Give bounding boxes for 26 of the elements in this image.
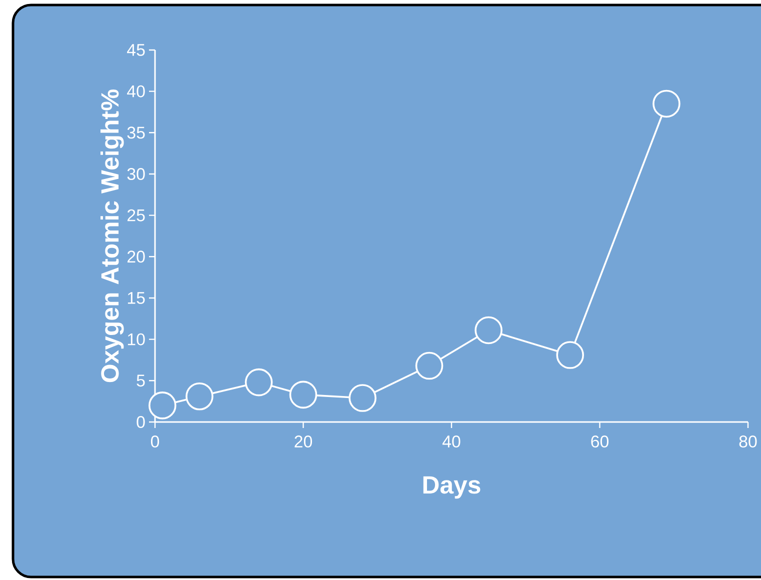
x-tick-label: 60 [591, 436, 609, 448]
x-axis-title: Days [423, 476, 480, 499]
y-tick-label: 35 [127, 126, 145, 139]
x-tick-label: 40 [442, 436, 460, 448]
y-tick-label: 20 [128, 250, 145, 263]
y-tick-label: 10 [128, 333, 145, 346]
point [474, 316, 502, 344]
point [244, 368, 273, 396]
y-axis-title: Oxygen Atomic Weight% [100, 89, 124, 382]
y-tick-label: 40 [127, 85, 145, 98]
point [348, 384, 376, 412]
y-tick-label: 30 [127, 168, 145, 180]
point [186, 382, 214, 410]
x-tick-label: 0 [150, 436, 160, 448]
point [652, 90, 680, 118]
y-tick-label: 45 [127, 44, 145, 56]
point [148, 392, 176, 420]
y-tick-label: 0 [136, 416, 145, 428]
point [415, 352, 444, 380]
y-tick-label: 25 [128, 209, 145, 222]
y-tick-label: 15 [128, 292, 145, 304]
point [289, 380, 318, 409]
y-tick-label: 5 [136, 374, 145, 387]
point [556, 341, 584, 369]
x-tick-label: 80 [739, 436, 757, 448]
x-tick-label: 20 [294, 436, 312, 448]
